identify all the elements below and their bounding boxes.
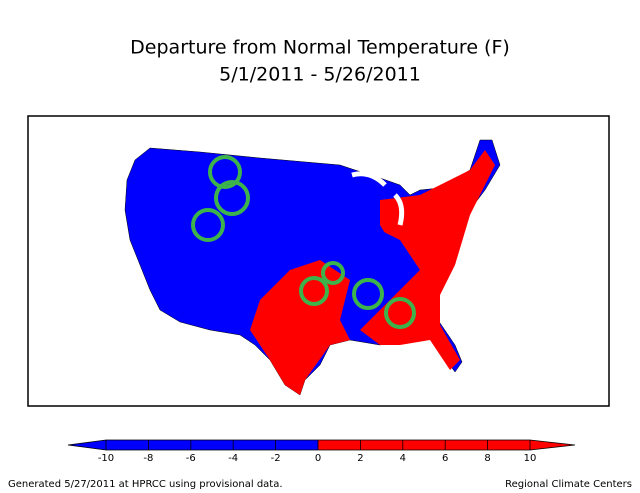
subtitle: 5/1/2011 - 5/26/2011 xyxy=(219,64,421,86)
colorbar-extension-high xyxy=(530,440,575,450)
colorbar-segment xyxy=(360,440,403,450)
colorbar-tick-label: 8 xyxy=(484,453,490,464)
circle xyxy=(352,278,384,310)
circle xyxy=(191,208,225,242)
colorbar-segment xyxy=(148,440,191,450)
cool-region xyxy=(340,225,395,275)
colorbar-segment xyxy=(445,440,488,450)
colorbar-border xyxy=(67,439,576,451)
great-lakes xyxy=(351,171,405,226)
circle xyxy=(208,155,242,189)
title: Departure from Normal Temperature (F) xyxy=(130,37,510,59)
colorbar-segment xyxy=(402,440,446,450)
circle xyxy=(384,297,416,329)
colorbar-segment xyxy=(233,440,276,450)
colorbar-tick-label: -4 xyxy=(228,453,238,464)
footer-left: Generated 5/27/2011 at HPRCC using provi… xyxy=(8,479,283,490)
colorbar-tick-label: 10 xyxy=(524,453,537,464)
colorbar-tick-label: 6 xyxy=(442,453,448,464)
colorbar-tick-label: 0 xyxy=(315,453,321,464)
colorbar: -10 -8 -6 -4 -2 0 2 4 6 8 10 xyxy=(67,439,576,464)
annotation-circles xyxy=(191,155,416,329)
colorbar-segment xyxy=(275,440,318,450)
colorbar-tick-label: -6 xyxy=(186,453,196,464)
footer-right: Regional Climate Centers xyxy=(505,479,632,490)
circle xyxy=(321,261,345,285)
colorbar-segment xyxy=(106,440,149,450)
colorbar-tick-label: -8 xyxy=(143,453,153,464)
colorbar-segment xyxy=(487,440,530,450)
colorbar-extension-low xyxy=(68,440,106,450)
colorbar-segment xyxy=(190,440,234,450)
colorbar-tick-label: 4 xyxy=(400,453,406,464)
circle xyxy=(214,180,250,216)
warm-region xyxy=(360,150,495,370)
colorbar-tick-label: -10 xyxy=(98,453,114,464)
colorbar-tick-label: 2 xyxy=(357,453,363,464)
circle xyxy=(299,276,329,306)
colorbar-segment xyxy=(318,440,361,450)
colorbar-tick-label: -2 xyxy=(271,453,281,464)
